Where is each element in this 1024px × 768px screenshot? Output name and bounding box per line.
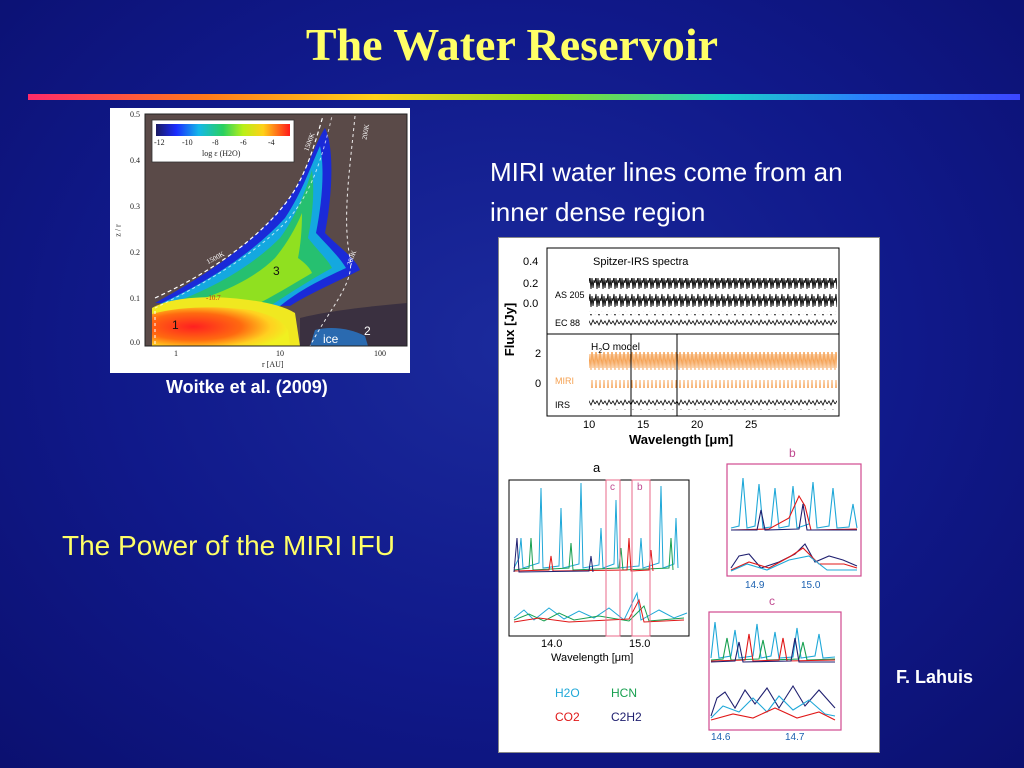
colorbar-tick: -12 [154,138,165,147]
series-label: MIRI [555,376,574,386]
x-axis-label: Wavelength [μm] [629,432,734,447]
x-tick: 25 [745,419,758,431]
model-title-post: O model [602,342,640,353]
x-tick: 14.7 [785,732,805,743]
panel-label-b: b [789,446,796,460]
y-tick: 2 [535,348,542,360]
legend-h2o: H2O [555,686,580,700]
legend-co2: CO2 [555,710,580,724]
power-text: The Power of the MIRI IFU [62,530,395,561]
woitke-caption: Woitke et al. (2009) [166,377,328,397]
model-title: H2O model [591,342,640,355]
x-tick: 15.0 [629,638,651,650]
x-tick: 20 [691,419,704,431]
miri-text-line2: inner dense region [490,197,706,227]
region-label: 3 [273,264,280,278]
legend-c2h2: C2H2 [611,710,642,724]
zoom-label: b [637,482,643,493]
series-label: IRS [555,400,571,410]
water-abundance-map [144,113,408,347]
series-label: AS 205 [555,290,585,300]
x-tick: 14.0 [541,638,563,650]
colorbar-tick: -6 [240,138,247,147]
x-tick: 14.6 [711,732,731,743]
spectra-figure: Spitzer-IRS spectra Flux [Jy] 0.4 0.2 0.… [498,237,880,753]
panel-label-a: a [593,460,601,475]
y-tick: 0.3 [130,202,140,211]
x-tick: 10 [583,419,596,431]
legend-hcn: HCN [611,686,637,700]
zoom-label: c [610,482,615,493]
model-title-sub: 2 [598,348,603,355]
x-tick: 14.9 [745,580,765,591]
model-title-pre: H [591,342,599,353]
y-tick: 0.1 [130,294,140,303]
panel-label-c: c [769,594,775,608]
miri-text: MIRI water lines come from an inner dens… [490,152,843,232]
y-tick: 0.5 [130,110,140,119]
x-tick: 15 [637,419,650,431]
x-tick: 1 [174,349,178,358]
y-tick: 0.2 [130,248,140,257]
y-tick: 0.2 [523,278,539,290]
colorbar-label: log ε (H2O) [202,149,241,158]
lahuis-caption: F. Lahuis [896,667,974,687]
y-tick: 0 [535,378,542,390]
woitke-figure: -12 -10 -8 -6 -4 log ε (H2O) 0.5 0.4 0.3… [110,108,410,373]
region-label: ice [323,332,339,346]
x-axis-label: Wavelength [μm] [551,652,634,664]
region-label: 1 [172,318,179,332]
x-tick: 10 [276,349,284,358]
x-tick: 15.0 [801,580,821,591]
title-divider [28,94,1020,100]
spectra-title: Spitzer-IRS spectra [593,256,689,268]
region-label: 2 [364,324,371,338]
y-tick: 0.0 [523,298,539,310]
x-axis-label: r [AU] [262,360,284,369]
y-tick: 0.4 [130,156,140,165]
spectra-plots [508,247,862,731]
y-tick: 0.4 [523,256,539,268]
y-tick: 0.0 [130,338,140,347]
series-label: EC 88 [555,318,581,328]
colorbar-tick: -8 [212,138,219,147]
x-tick: 100 [374,349,386,358]
colorbar-tick: -4 [268,138,275,147]
contour-value: -10.7 [206,294,221,302]
y-axis-label: z / r [113,224,123,237]
slide-title: The Water Reservoir [305,19,719,70]
colorbar-tick: -10 [182,138,193,147]
y-axis-label: Flux [Jy] [502,302,518,357]
miri-text-line1: MIRI water lines come from an [490,157,843,187]
